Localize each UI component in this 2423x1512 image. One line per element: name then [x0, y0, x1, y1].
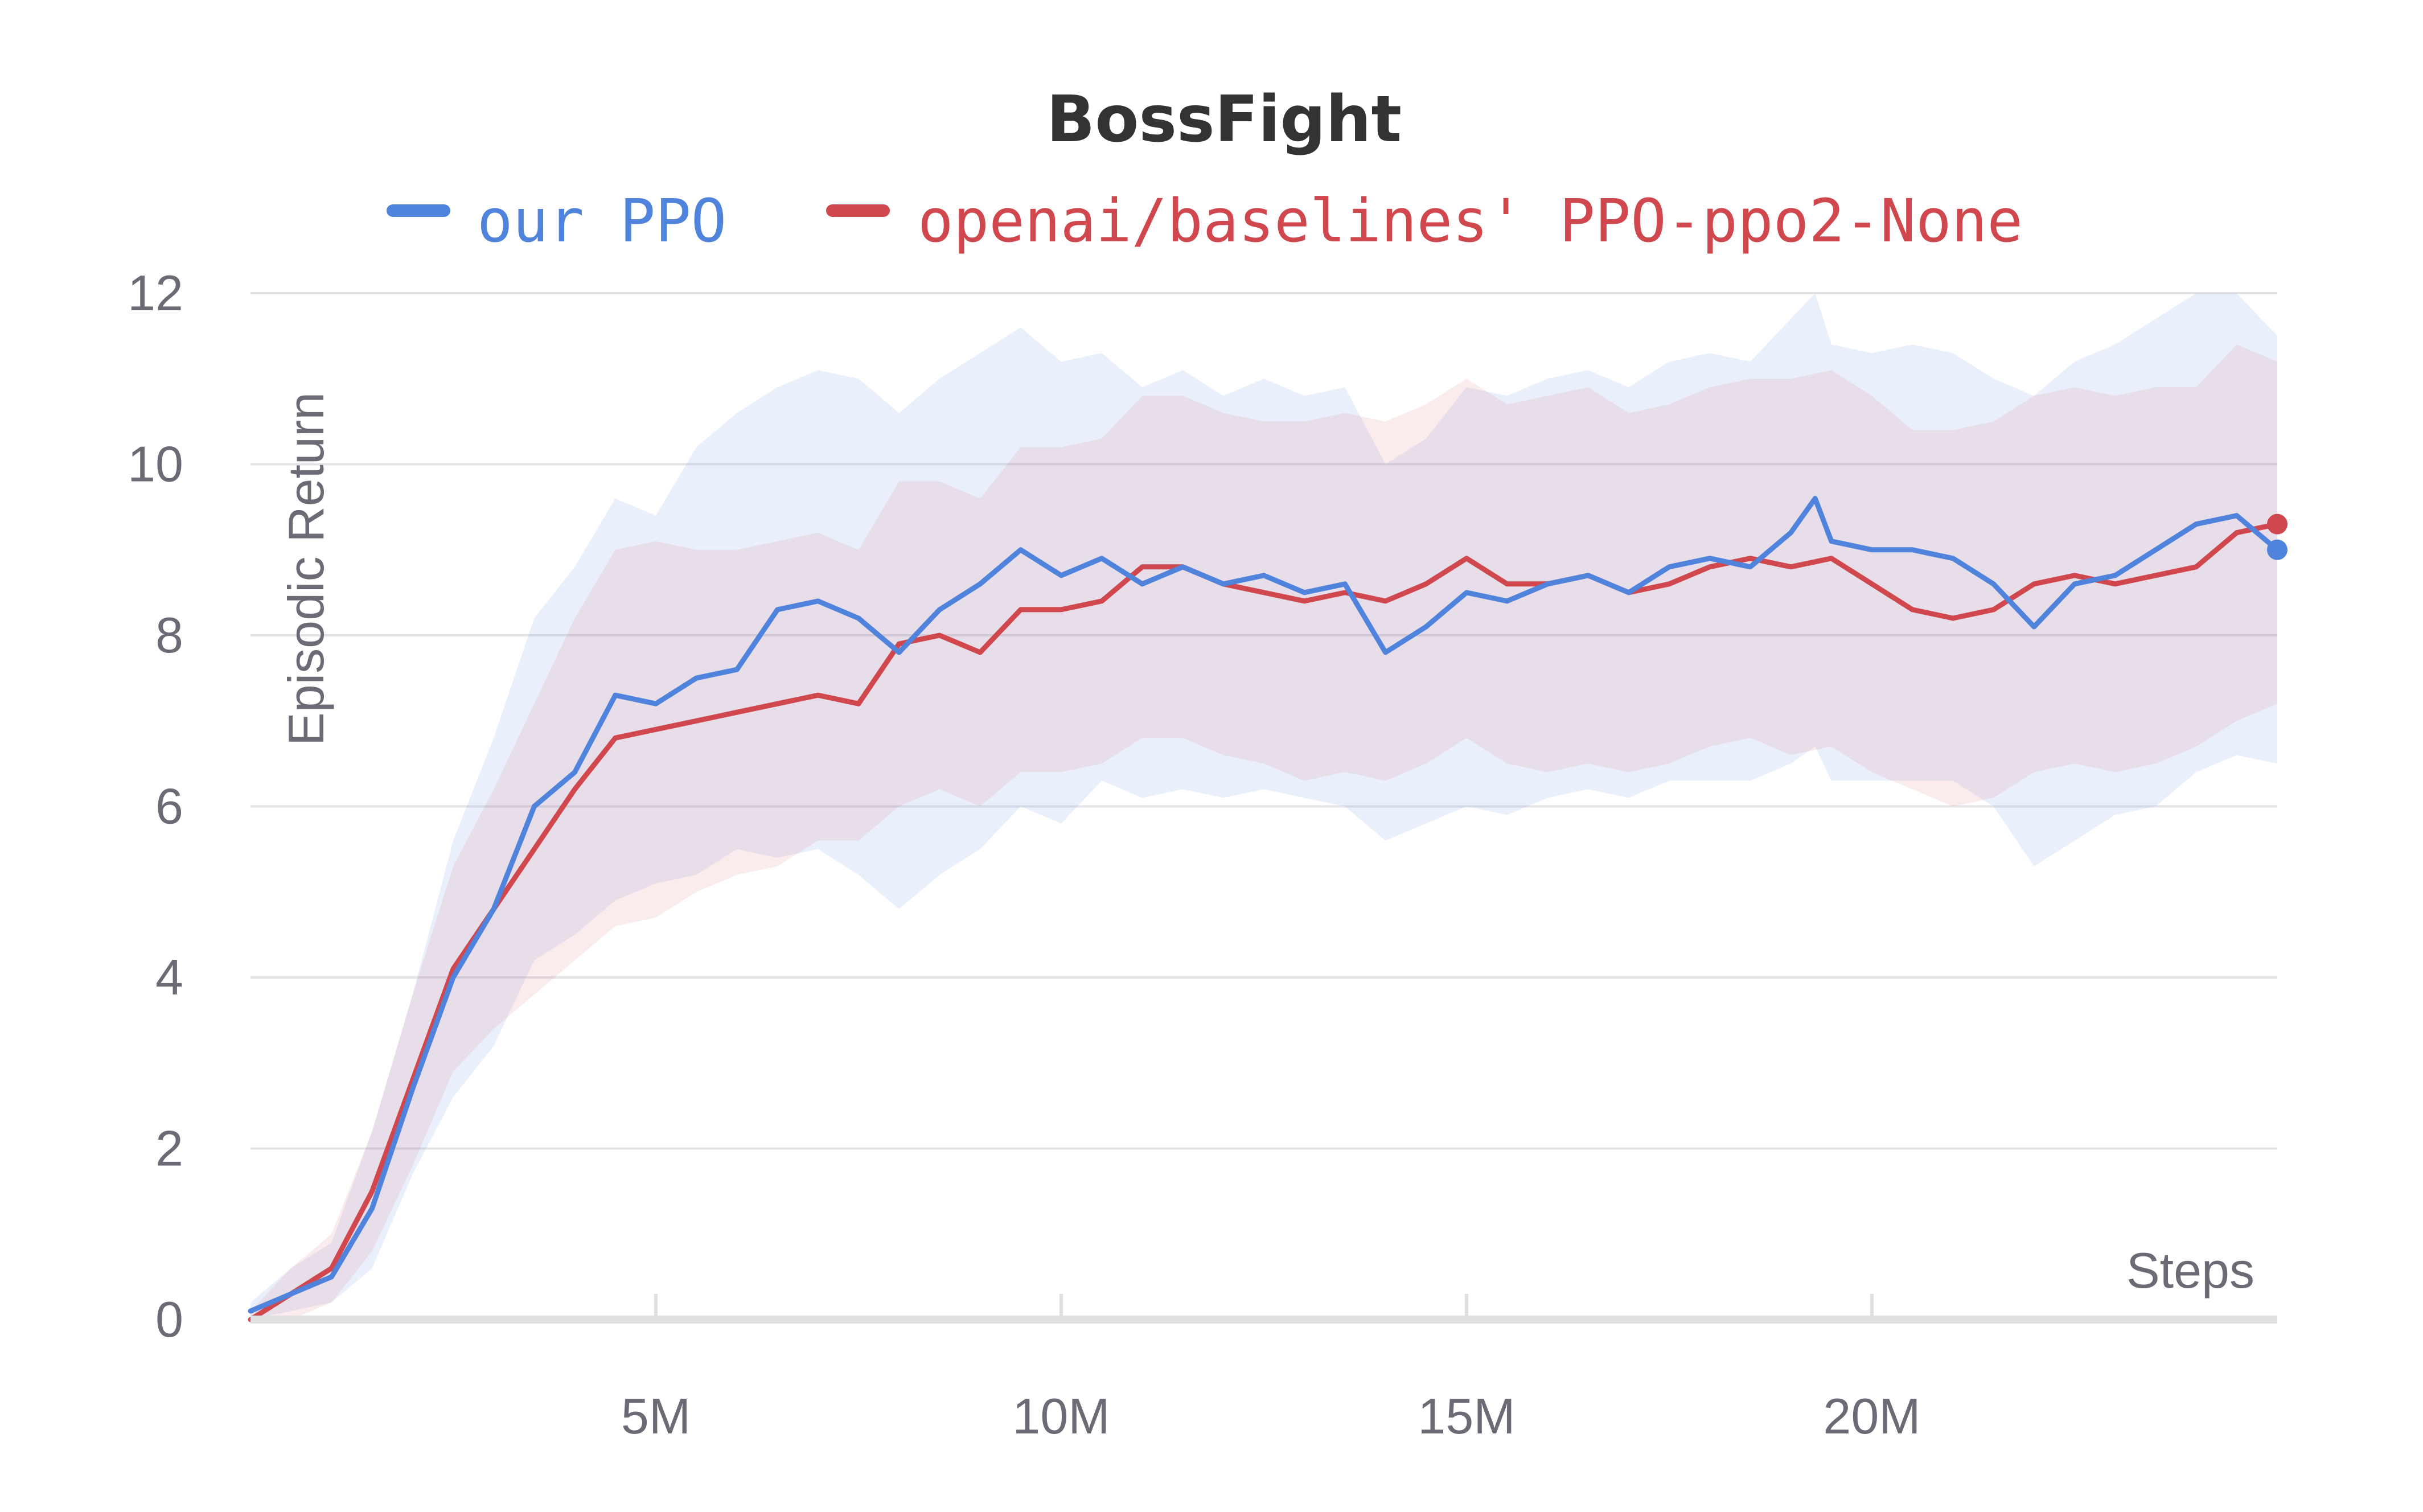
- legend-label-our-ppo: our PPO: [477, 186, 726, 256]
- series-lines: [248, 496, 2288, 1322]
- y-tick-label: 2: [155, 1120, 183, 1177]
- y-tick-label: 8: [155, 607, 183, 663]
- x-tick-label: 10M: [1012, 1388, 1110, 1444]
- line-baselines-ppo: [248, 521, 2280, 1322]
- y-tick-label: 4: [155, 949, 183, 1005]
- x-tick-label: 15M: [1418, 1388, 1515, 1444]
- endpoint-baselines-ppo: [2267, 513, 2288, 535]
- x-tick-label: 5M: [621, 1388, 691, 1444]
- band-baselines-ppo: [250, 344, 2277, 1320]
- chart-title: BossFight: [1046, 83, 1402, 157]
- y-tick-label: 6: [155, 778, 183, 835]
- gridlines: [250, 292, 2277, 1150]
- legend: our PPO openai/baselines' PPO-ppo2-None: [387, 186, 2023, 256]
- legend-label-baselines-ppo: openai/baselines' PPO-ppo2-None: [918, 186, 2023, 256]
- y-tick-label: 12: [128, 265, 183, 321]
- line-our-ppo: [248, 496, 2280, 1314]
- endpoint-our-ppo: [2267, 539, 2288, 560]
- x-axis-label: Steps: [2126, 1242, 2254, 1299]
- x-axis-ticks: 5M 10M 15M 20M: [621, 1294, 1921, 1444]
- y-axis-ticks: 0 2 4 6 8 10 12: [128, 265, 183, 1347]
- y-tick-label: 10: [128, 436, 183, 492]
- y-axis-label: Episodic Return: [278, 392, 334, 746]
- x-tick-label: 20M: [1823, 1388, 1920, 1444]
- y-tick-label: 0: [155, 1291, 183, 1347]
